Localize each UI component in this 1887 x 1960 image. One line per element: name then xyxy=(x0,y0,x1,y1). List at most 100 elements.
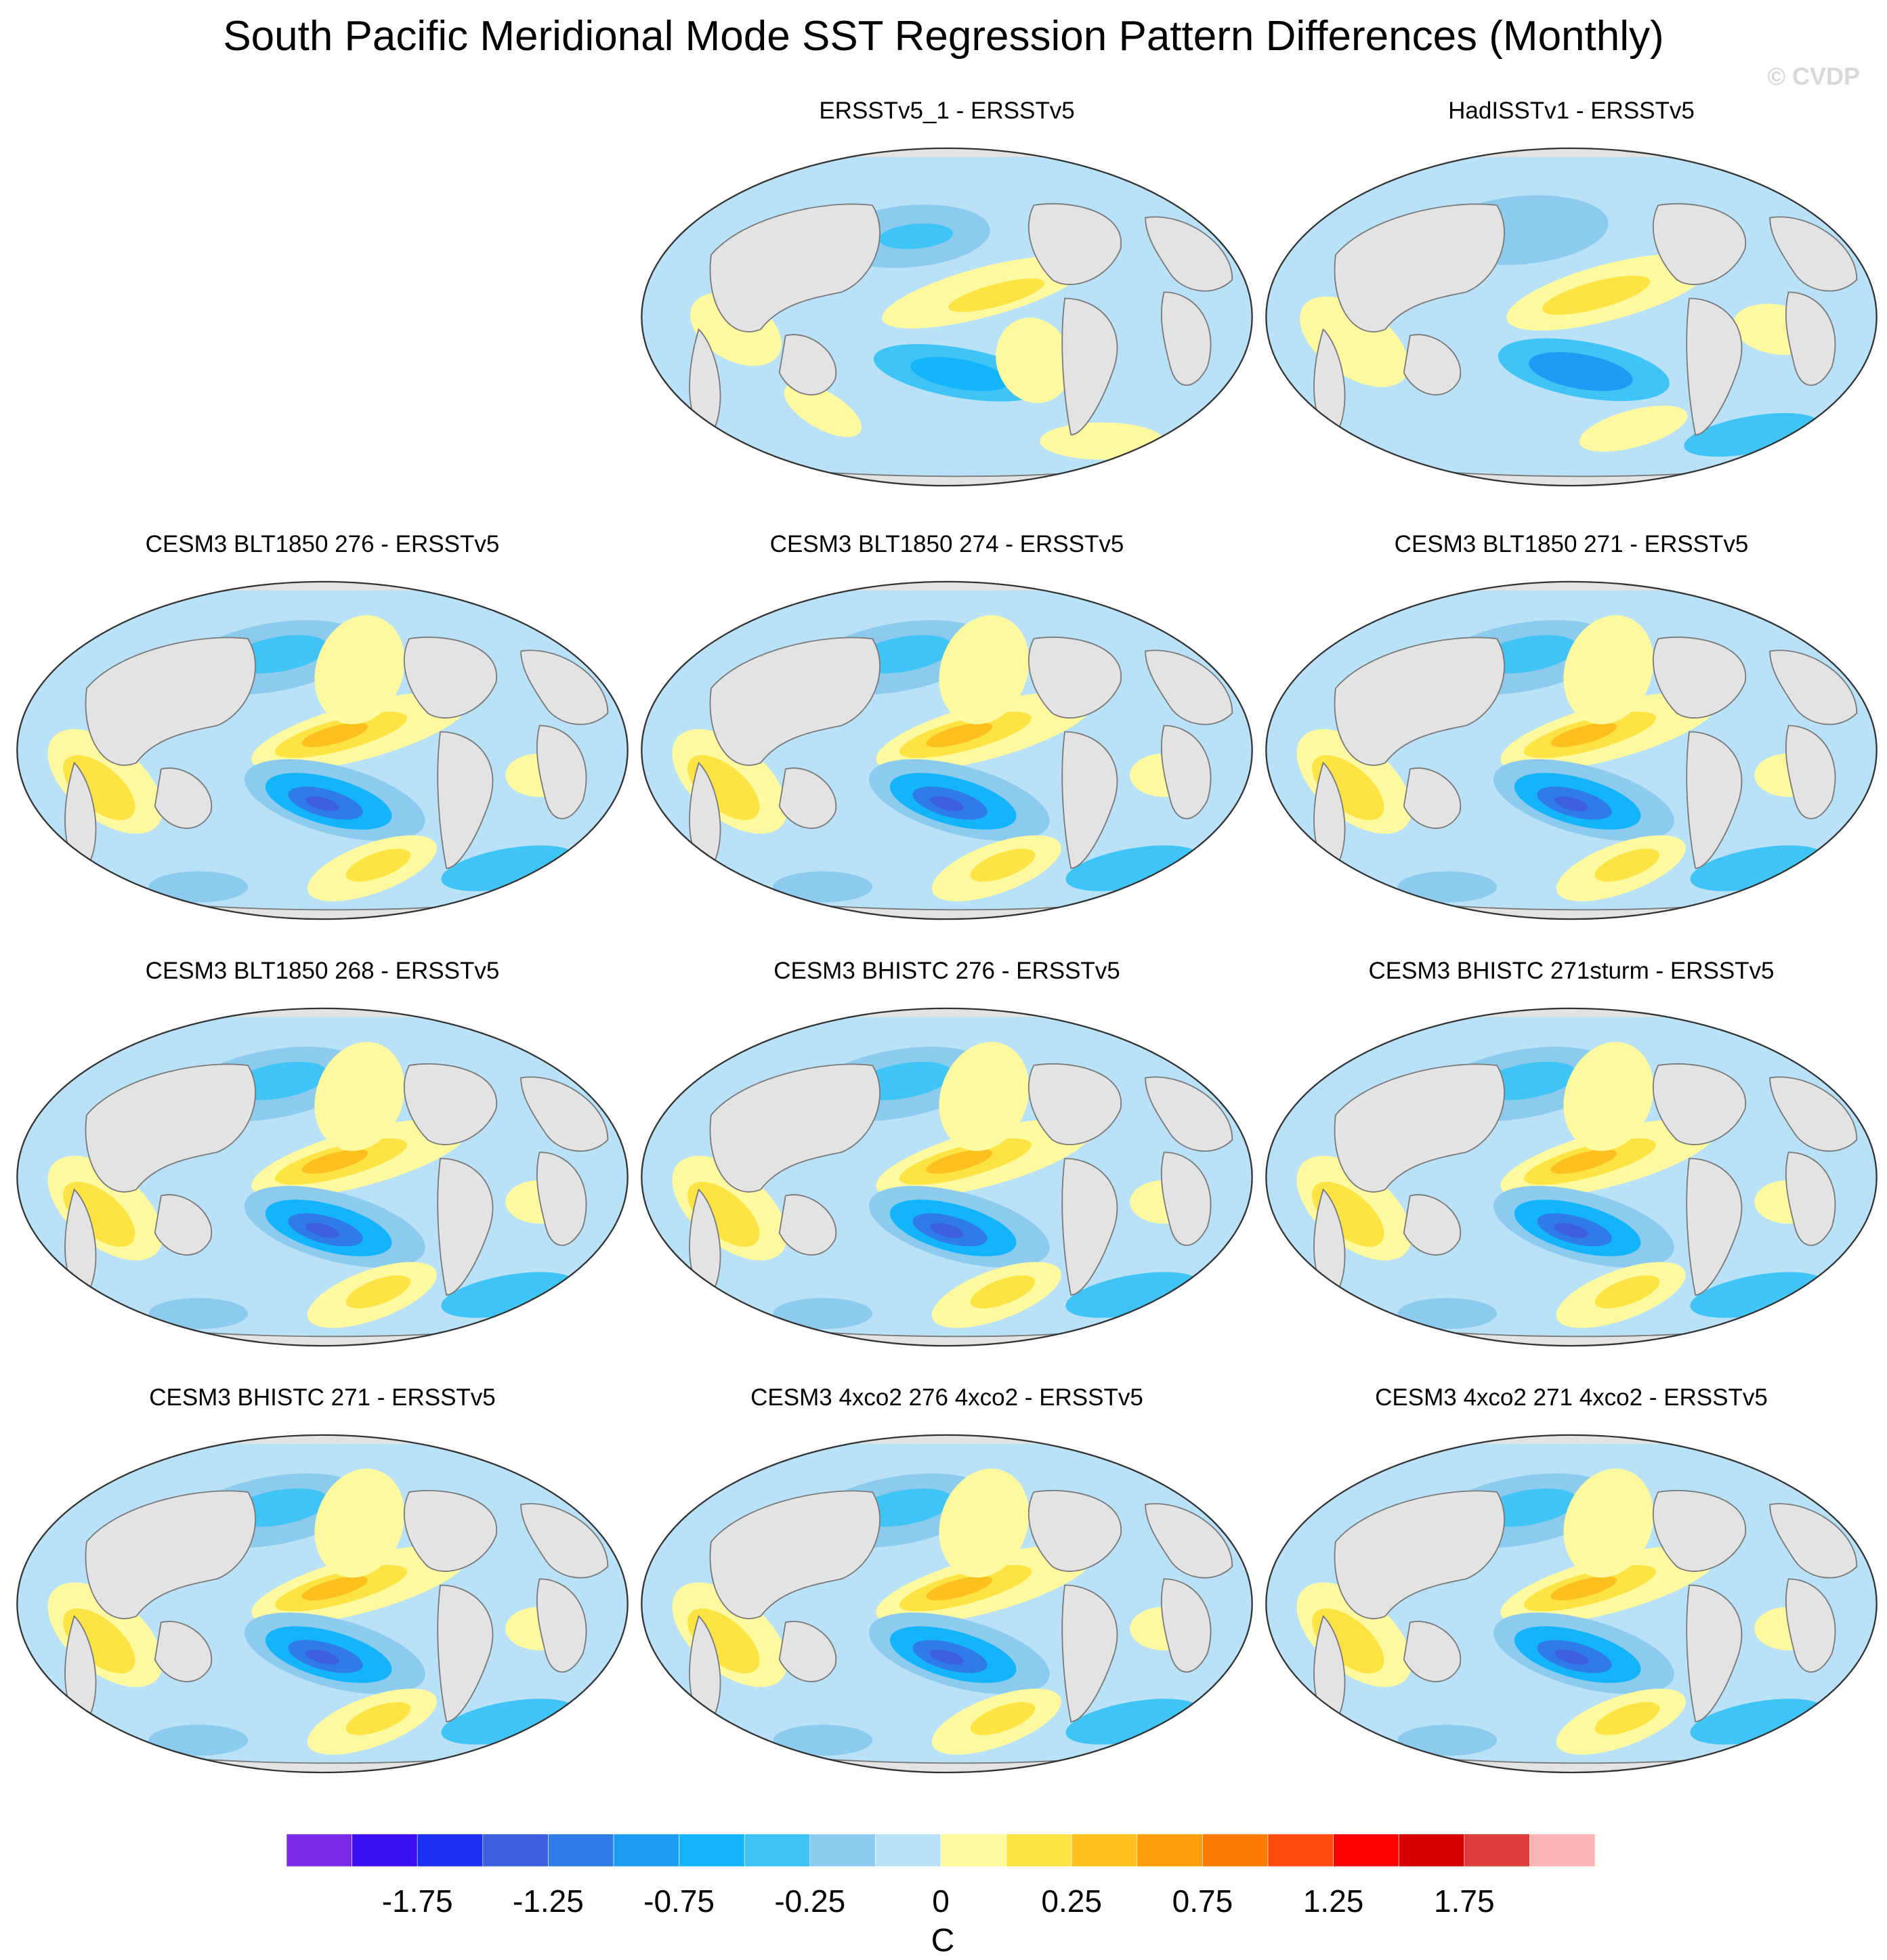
robinson-map xyxy=(16,580,629,920)
sst-anomaly-region xyxy=(926,723,993,748)
land-mass xyxy=(1686,297,1743,435)
colorbar-swatch xyxy=(1006,1834,1072,1867)
sst-anomaly-region xyxy=(345,849,411,882)
sst-anomaly-region xyxy=(1554,1649,1588,1665)
land-mass xyxy=(154,1621,213,1682)
land-mass xyxy=(1145,216,1233,292)
land-mass xyxy=(536,1578,587,1673)
land-mass xyxy=(154,767,213,829)
land-mass xyxy=(1686,731,1743,869)
land-mass xyxy=(1653,1063,1746,1145)
panel-title: CESM3 BHISTC 271sturm - ERSSTv5 xyxy=(1368,958,1775,984)
land-mass xyxy=(404,636,497,719)
sst-anomaly-region xyxy=(1397,1724,1498,1756)
land-mass xyxy=(1160,1578,1212,1673)
sst-anomaly-region xyxy=(773,1298,873,1329)
cvdp-watermark: © CVDP xyxy=(1767,62,1860,90)
land-mass xyxy=(1653,1489,1746,1572)
land-mass xyxy=(1145,649,1233,725)
land-mass xyxy=(536,1151,587,1246)
land-mass xyxy=(1403,1621,1462,1682)
land-mass xyxy=(1061,1157,1118,1296)
land-mass xyxy=(778,334,837,396)
land-mass xyxy=(520,649,609,725)
sst-anomaly-region xyxy=(910,357,1009,391)
sst-anomaly-region xyxy=(1397,871,1498,903)
land-mass xyxy=(404,1063,497,1145)
land-mass xyxy=(520,1076,609,1152)
robinson-map xyxy=(641,1434,1253,1774)
map-panel: CESM3 BLT1850 268 - ERSSTv5 xyxy=(12,958,633,1388)
colorbar-tick-label: 0 xyxy=(932,1883,950,1919)
land-mass xyxy=(709,637,881,766)
colorbar-swatch xyxy=(548,1834,614,1867)
robinson-map xyxy=(641,1007,1253,1347)
robinson-map xyxy=(641,147,1253,487)
map-panel: CESM3 BHISTC 271sturm - ERSSTv5 xyxy=(1261,958,1882,1388)
colorbar-tick-label: -0.75 xyxy=(643,1883,715,1919)
sst-anomaly-region xyxy=(939,615,1030,725)
sst-anomaly-region xyxy=(314,1042,405,1151)
sst-anomaly-region xyxy=(773,871,873,903)
colorbar-swatch xyxy=(809,1834,876,1867)
sst-anomaly-region xyxy=(314,1468,405,1578)
colorbar-swatch xyxy=(287,1834,352,1867)
sst-anomaly-region xyxy=(926,1149,993,1174)
sst-anomaly-region xyxy=(939,1468,1030,1578)
land-mass xyxy=(1769,1503,1858,1579)
land-mass xyxy=(1061,1584,1118,1722)
sst-anomaly-region xyxy=(1542,276,1651,315)
land-mass xyxy=(1145,1503,1233,1579)
land-mass xyxy=(778,1621,837,1682)
land-mass xyxy=(778,767,837,829)
robinson-map xyxy=(1265,1007,1878,1347)
land-mass xyxy=(437,1157,494,1296)
land-mass xyxy=(1403,767,1462,829)
sst-anomaly-region xyxy=(1684,412,1819,457)
land-mass xyxy=(1334,1490,1505,1619)
map-panel: CESM3 BLT1850 276 - ERSSTv5 xyxy=(12,531,633,962)
land-mass xyxy=(404,1489,497,1572)
sst-anomaly-region xyxy=(970,849,1036,882)
colorbar-tick-label: 0.75 xyxy=(1172,1883,1233,1919)
land-mass xyxy=(1028,1489,1122,1572)
land-mass xyxy=(1334,637,1505,766)
sst-anomaly-region xyxy=(1594,849,1660,882)
map-panel: HadISSTv1 - ERSSTv5 xyxy=(1261,98,1882,528)
land-mass xyxy=(85,637,256,766)
sst-anomaly-region xyxy=(939,1042,1030,1151)
colorbar-unit: C xyxy=(931,1923,955,1959)
sst-anomaly-region xyxy=(970,1275,1036,1308)
sst-anomaly-region xyxy=(930,1222,964,1238)
sst-anomaly-region xyxy=(1563,615,1654,725)
land-mass xyxy=(1785,1578,1836,1673)
sst-anomaly-region xyxy=(148,1724,249,1756)
land-mass xyxy=(1160,1151,1212,1246)
colorbar-tick-label: 0.25 xyxy=(1041,1883,1102,1919)
land-mass xyxy=(1785,725,1836,819)
colorbar-swatch xyxy=(352,1834,418,1867)
sst-anomaly-region xyxy=(1550,1576,1617,1601)
colorbar-swatch xyxy=(744,1834,811,1867)
land-mass xyxy=(1334,1063,1505,1193)
sst-anomaly-region xyxy=(1594,1275,1660,1308)
sst-anomaly-region xyxy=(1299,296,1409,387)
colorbar-swatch xyxy=(1267,1834,1334,1867)
sst-anomaly-region xyxy=(301,1149,368,1174)
land-mass xyxy=(85,1490,256,1619)
panel-title: CESM3 BLT1850 274 - ERSSTv5 xyxy=(769,531,1124,557)
land-mass xyxy=(437,1584,494,1722)
sst-anomaly-region xyxy=(305,1649,339,1665)
sst-anomaly-region xyxy=(996,318,1072,404)
land-mass xyxy=(1785,1151,1836,1246)
land-mass xyxy=(709,203,881,333)
land-mass xyxy=(1145,1076,1233,1152)
robinson-map xyxy=(16,1007,629,1347)
sst-anomaly-region xyxy=(148,1298,249,1329)
sst-anomaly-region xyxy=(930,1649,964,1665)
sst-anomaly-region xyxy=(148,871,249,903)
land-mass xyxy=(1653,203,1746,285)
sst-anomaly-region xyxy=(314,615,405,725)
map-panel: CESM3 4xco2 276 4xco2 - ERSSTv5 xyxy=(637,1384,1257,1815)
sst-anomaly-region xyxy=(948,278,1045,312)
